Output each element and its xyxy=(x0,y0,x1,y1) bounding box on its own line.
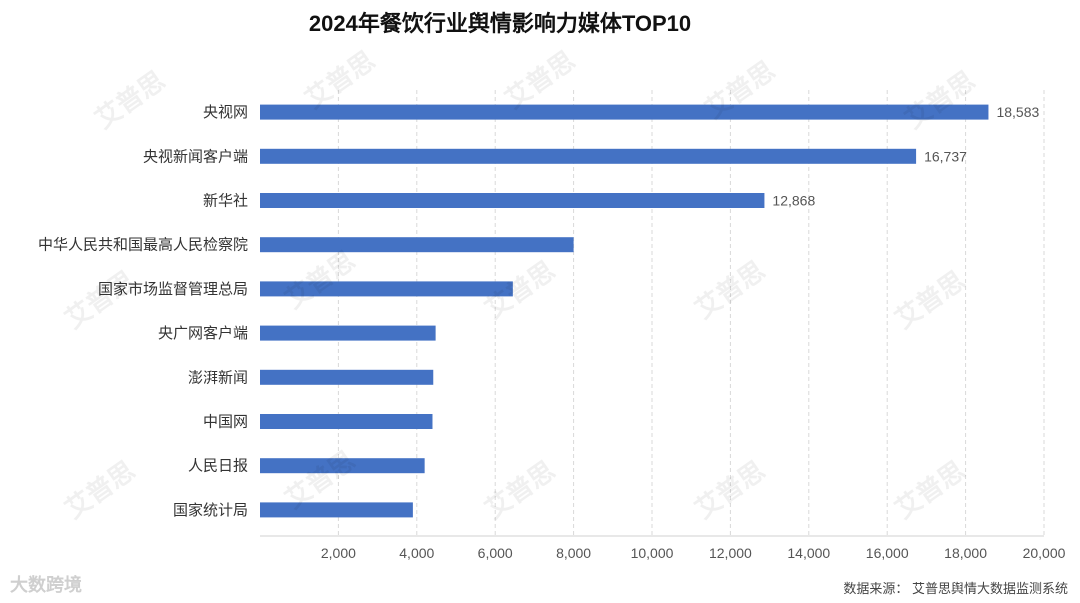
chart-title: 2024年餐饮行业舆情影响力媒体TOP10 xyxy=(308,11,692,36)
category-label: 国家市场监督管理总局 xyxy=(98,281,248,298)
x-tick-label: 10,000 xyxy=(631,545,674,561)
x-tick-label: 4,000 xyxy=(399,545,434,561)
category-label: 央视新闻客户端 xyxy=(143,148,248,165)
x-tick-label: 14,000 xyxy=(787,545,830,561)
category-label: 央视网 xyxy=(203,104,248,121)
data-source-note: 数据来源： 艾普思舆情大数据监测系统 xyxy=(843,581,1068,596)
brand-logo: 大数跨境 xyxy=(10,575,82,595)
bar xyxy=(260,148,917,164)
category-label: 澎湃新闻 xyxy=(188,369,248,386)
category-label: 新华社 xyxy=(203,193,248,210)
x-tick-label: 12,000 xyxy=(709,545,752,561)
x-tick-label: 20,000 xyxy=(1023,545,1066,561)
x-tick-label: 8,000 xyxy=(556,545,591,561)
bar xyxy=(260,369,434,385)
bar xyxy=(260,458,425,474)
data-label: 12,868 xyxy=(772,193,815,209)
data-label: 16,737 xyxy=(924,148,967,164)
data-label: 18,583 xyxy=(996,104,1039,120)
x-tick-label: 16,000 xyxy=(866,545,909,561)
category-label: 人民日报 xyxy=(188,458,248,475)
bar xyxy=(260,193,765,208)
category-label: 中华人民共和国最高人民检察院 xyxy=(38,236,248,254)
category-label: 央广网客户端 xyxy=(158,325,248,342)
x-tick-label: 2,000 xyxy=(321,545,356,561)
bar xyxy=(260,104,989,120)
x-tick-label: 18,000 xyxy=(944,545,987,561)
category-label: 中国网 xyxy=(203,414,248,431)
bar xyxy=(260,325,436,341)
category-label: 国家统计局 xyxy=(173,502,248,519)
x-tick-label: 6,000 xyxy=(478,545,513,561)
bar xyxy=(260,414,433,429)
bar xyxy=(260,281,513,297)
bar xyxy=(260,237,574,253)
bar xyxy=(260,502,413,518)
